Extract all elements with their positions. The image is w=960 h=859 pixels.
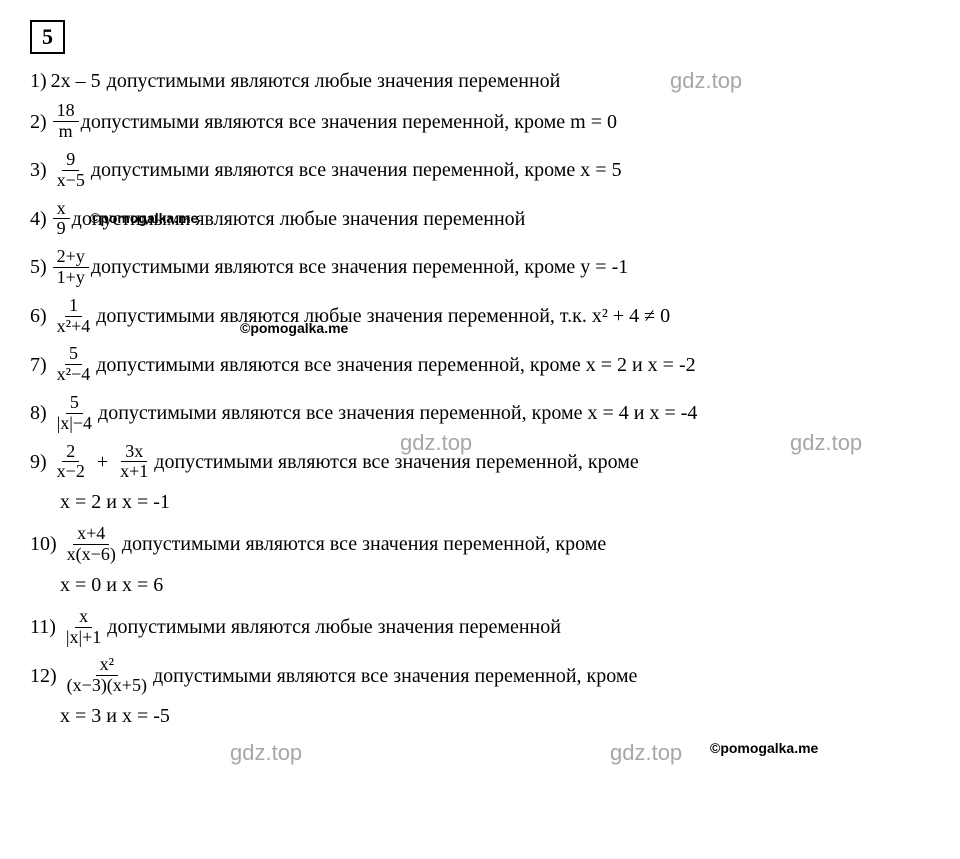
item-text: допустимыми являются все значения переме… xyxy=(81,110,617,134)
item-text: допустимыми являются все значения переме… xyxy=(153,664,637,688)
watermark-pomogalka: ©pomogalka.me xyxy=(710,740,818,757)
numerator: 2 xyxy=(62,442,79,463)
fraction: x 9 xyxy=(53,199,70,240)
denominator: |x|−4 xyxy=(53,414,96,434)
list-item: 1) 2x – 5 допустимыми являются любые зна… xyxy=(30,69,930,93)
list-item: 2) 18 m допустимыми являются все значени… xyxy=(30,101,930,142)
list-item: 10) x+4 x(x−6) допустимыми являются все … xyxy=(30,524,930,565)
item-text: допустимыми являются все значения переме… xyxy=(91,255,628,279)
fraction: 5 x²−4 xyxy=(53,344,95,385)
document-content: 5 1) 2x – 5 допустимыми являются любые з… xyxy=(30,20,930,728)
item-subline: x = 2 и x = -1 xyxy=(60,490,930,514)
numerator: x xyxy=(75,607,92,628)
denominator: x+1 xyxy=(116,462,152,482)
denominator: x−2 xyxy=(53,462,89,482)
fraction: 2 x−2 xyxy=(53,442,89,483)
list-item: 4) x 9 допустимыми являются любые значен… xyxy=(30,199,930,240)
watermark-gdz: gdz.top xyxy=(610,740,682,766)
item-index: 7) xyxy=(30,353,47,377)
fraction: 5 |x|−4 xyxy=(53,393,96,434)
plus-sign: + xyxy=(97,450,108,474)
numerator: 2+y xyxy=(53,247,89,268)
numerator: 5 xyxy=(65,344,82,365)
fraction: x |x|+1 xyxy=(62,607,105,648)
item-index: 12) xyxy=(30,664,57,688)
item-text: допустимыми являются все значения переме… xyxy=(98,401,697,425)
list-item: 9) 2 x−2 + 3x x+1 допустимыми являются в… xyxy=(30,442,930,483)
item-index: 3) xyxy=(30,158,47,182)
item-text: допустимыми являются все значения переме… xyxy=(154,450,638,474)
item-text: допустимыми являются все значения переме… xyxy=(96,353,695,377)
denominator: (x−3)(x+5) xyxy=(63,676,151,696)
problem-number-box: 5 xyxy=(30,20,65,54)
item-index: 4) xyxy=(30,207,47,231)
item-index: 8) xyxy=(30,401,47,425)
item-subline: x = 3 и x = -5 xyxy=(60,704,930,728)
list-item: 12) x² (x−3)(x+5) допустимыми являются в… xyxy=(30,655,930,696)
item-index: 1) xyxy=(30,69,47,93)
denominator: x(x−6) xyxy=(63,545,120,565)
denominator: m xyxy=(55,122,77,142)
item-text: допустимыми являются любые значения пере… xyxy=(72,207,526,231)
list-item: 3) 9 x−5 допустимыми являются все значен… xyxy=(30,150,930,191)
fraction: 1 x²+4 xyxy=(53,296,95,337)
fraction: 18 m xyxy=(53,101,79,142)
fraction: 9 x−5 xyxy=(53,150,89,191)
numerator: x² xyxy=(96,655,118,676)
numerator: 18 xyxy=(53,101,79,122)
fraction: 2+y 1+y xyxy=(53,247,89,288)
numerator: 5 xyxy=(66,393,83,414)
watermark-gdz: gdz.top xyxy=(230,740,302,766)
item-subline: x = 0 и x = 6 xyxy=(60,573,930,597)
item-index: 9) xyxy=(30,450,47,474)
denominator: |x|+1 xyxy=(62,628,105,648)
item-text: допустимыми являются любые значения пере… xyxy=(107,615,561,639)
denominator: x²−4 xyxy=(53,365,95,385)
fraction: x² (x−3)(x+5) xyxy=(63,655,151,696)
list-item: 6) 1 x²+4 допустимыми являются любые зна… xyxy=(30,296,930,337)
denominator: x²+4 xyxy=(53,317,95,337)
item-index: 11) xyxy=(30,615,56,639)
denominator: x−5 xyxy=(53,171,89,191)
item-index: 10) xyxy=(30,532,57,556)
list-item: 8) 5 |x|−4 допустимыми являются все знач… xyxy=(30,393,930,434)
item-index: 6) xyxy=(30,304,47,328)
item-index: 5) xyxy=(30,255,47,279)
fraction: x+4 x(x−6) xyxy=(63,524,120,565)
list-item: 5) 2+y 1+y допустимыми являются все знач… xyxy=(30,247,930,288)
formula: 2x – 5 xyxy=(51,69,101,93)
item-text: допустимыми являются любые значения пере… xyxy=(96,304,670,328)
list-item: 11) x |x|+1 допустимыми являются любые з… xyxy=(30,607,930,648)
item-index: 2) xyxy=(30,110,47,134)
numerator: 3x xyxy=(121,442,147,463)
item-text: допустимыми являются все значения переме… xyxy=(91,158,622,182)
item-text: допустимыми являются любые значения пере… xyxy=(107,69,561,93)
list-item: 7) 5 x²−4 допустимыми являются все значе… xyxy=(30,344,930,385)
numerator: x xyxy=(53,199,70,220)
denominator: 9 xyxy=(53,219,70,239)
item-text: допустимыми являются все значения переме… xyxy=(122,532,606,556)
numerator: 9 xyxy=(62,150,79,171)
numerator: x+4 xyxy=(73,524,109,545)
fraction: 3x x+1 xyxy=(116,442,152,483)
numerator: 1 xyxy=(65,296,82,317)
denominator: 1+y xyxy=(53,268,89,288)
